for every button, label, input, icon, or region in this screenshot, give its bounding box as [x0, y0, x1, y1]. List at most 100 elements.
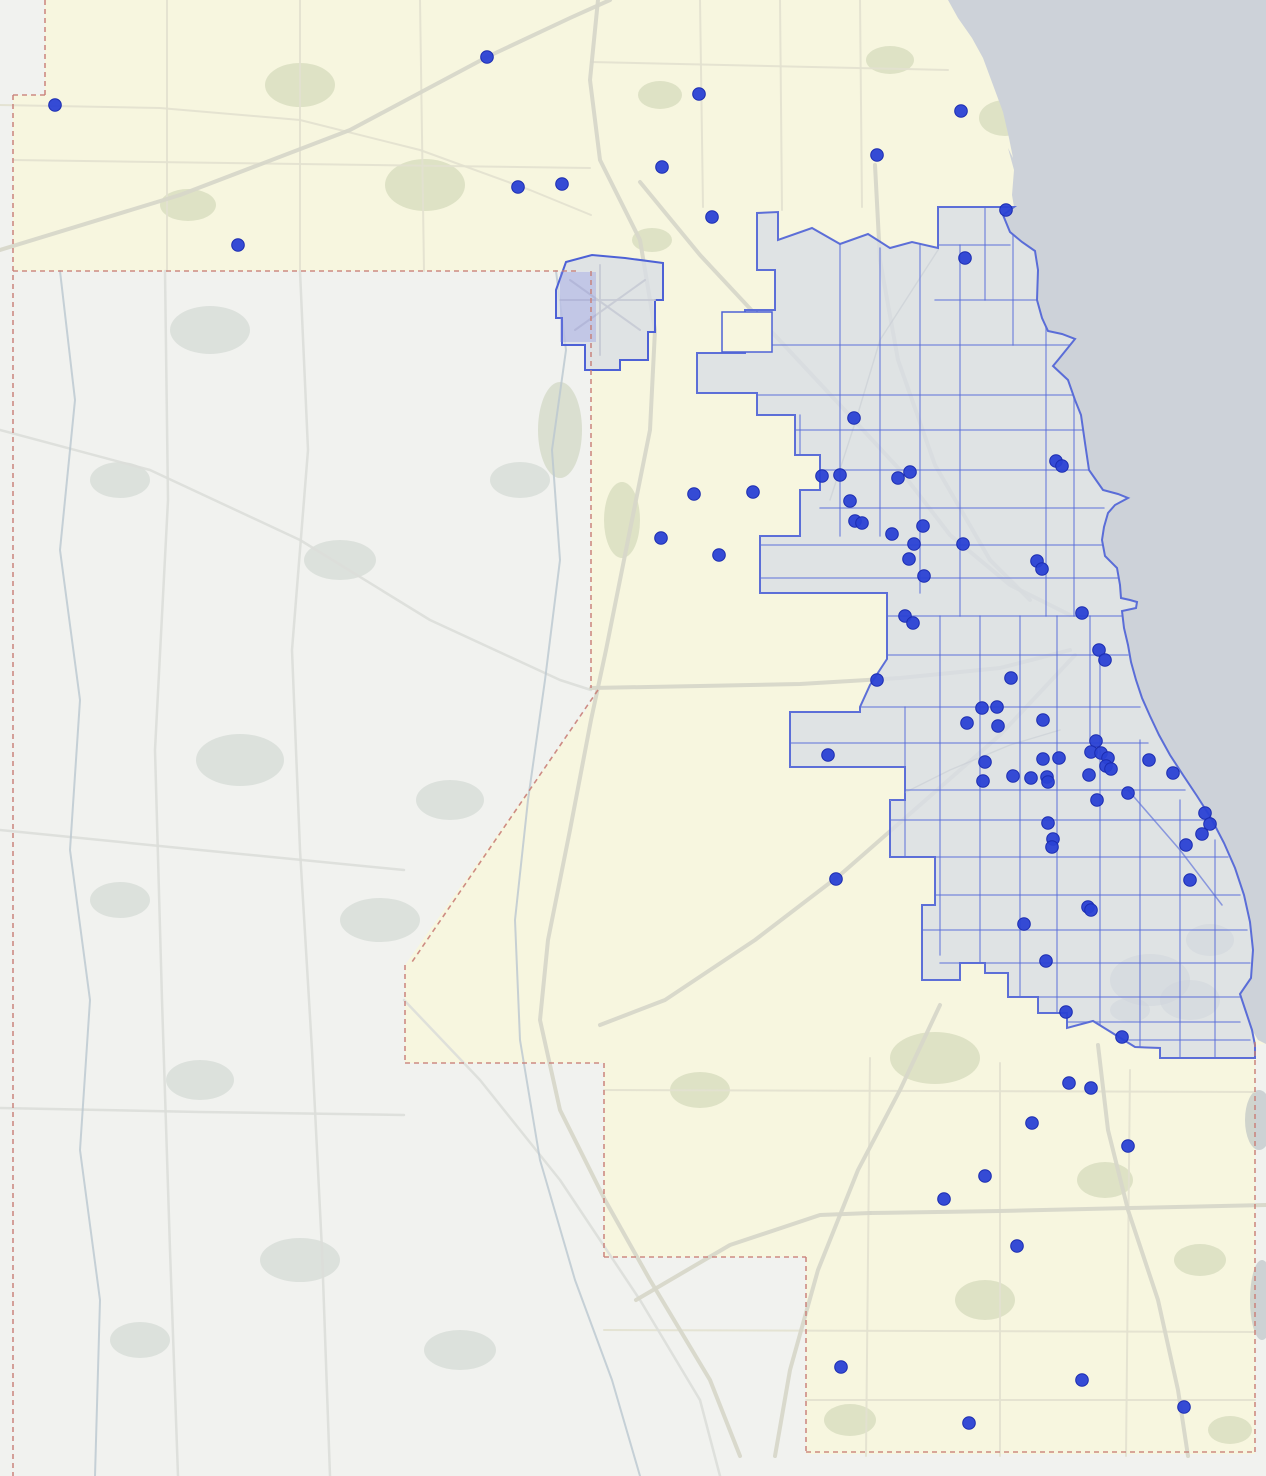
marker-dot[interactable]: [891, 471, 905, 485]
marker-dot[interactable]: [954, 104, 968, 118]
marker-dot[interactable]: [1010, 1239, 1024, 1253]
marker-dot[interactable]: [870, 673, 884, 687]
marker-dot[interactable]: [1036, 713, 1050, 727]
marker-dot[interactable]: [885, 527, 899, 541]
marker-dot[interactable]: [1195, 827, 1209, 841]
marker-dot[interactable]: [1084, 903, 1098, 917]
marker-dot[interactable]: [870, 148, 884, 162]
road-line: [868, 1203, 1266, 1215]
marker-dot[interactable]: [692, 87, 706, 101]
terrain-patches: [90, 46, 1266, 1444]
marker-dot[interactable]: [990, 700, 1004, 714]
built-patch: [110, 1322, 170, 1358]
marker-dot[interactable]: [843, 494, 857, 508]
boundary-dash: [411, 689, 599, 963]
marker-dot[interactable]: [903, 465, 917, 479]
marker-dot[interactable]: [1092, 643, 1106, 657]
marker-dot[interactable]: [231, 238, 245, 252]
marker-dot[interactable]: [654, 531, 668, 545]
marker-dot[interactable]: [48, 98, 62, 112]
marker-dot[interactable]: [1183, 873, 1197, 887]
marker-dot[interactable]: [1104, 762, 1118, 776]
marker-dot[interactable]: [1098, 653, 1112, 667]
road-line: [514, 270, 641, 1476]
forest-patch: [638, 81, 682, 109]
marker-dot[interactable]: [555, 177, 569, 191]
marker-dot[interactable]: [1089, 734, 1103, 748]
marker-dot[interactable]: [511, 180, 525, 194]
marker-dot[interactable]: [1177, 1400, 1191, 1414]
marker-dot[interactable]: [906, 616, 920, 630]
marker-dot[interactable]: [902, 552, 916, 566]
marker-dot[interactable]: [1142, 753, 1156, 767]
marker-dot[interactable]: [1024, 771, 1038, 785]
marker-dot[interactable]: [1055, 459, 1069, 473]
marker-dot[interactable]: [917, 569, 931, 583]
marker-dot[interactable]: [1041, 775, 1055, 789]
road-line: [569, 279, 641, 331]
marker-dot[interactable]: [999, 203, 1013, 217]
marker-dot[interactable]: [962, 1416, 976, 1430]
marker-dot[interactable]: [712, 548, 726, 562]
marker-dot[interactable]: [1084, 1081, 1098, 1095]
marker-dot[interactable]: [1198, 806, 1212, 820]
marker-dot[interactable]: [705, 210, 719, 224]
marker-dot[interactable]: [833, 468, 847, 482]
marker-dot[interactable]: [821, 748, 835, 762]
marker-dot[interactable]: [1059, 1005, 1073, 1019]
marker-dot[interactable]: [976, 774, 990, 788]
marker-dot[interactable]: [960, 716, 974, 730]
marker-dot[interactable]: [1045, 840, 1059, 854]
marker-dot[interactable]: [687, 487, 701, 501]
marker-dot[interactable]: [1035, 562, 1049, 576]
marker-dot[interactable]: [1075, 606, 1089, 620]
road-line: [699, 0, 704, 208]
marker-dot[interactable]: [480, 50, 494, 64]
marker-dot[interactable]: [1082, 768, 1096, 782]
marker-dot[interactable]: [978, 1169, 992, 1183]
marker-dot[interactable]: [847, 411, 861, 425]
road-line: [12, 159, 591, 169]
marker-dot[interactable]: [1062, 1076, 1076, 1090]
marker-dot[interactable]: [975, 701, 989, 715]
built-patch: [196, 734, 284, 786]
marker-dot[interactable]: [1006, 769, 1020, 783]
built-patch: [90, 882, 150, 918]
marker-dot[interactable]: [1004, 671, 1018, 685]
marker-dot[interactable]: [937, 1192, 951, 1206]
marker-dot[interactable]: [1179, 838, 1193, 852]
road-line: [590, 61, 949, 71]
marker-dot[interactable]: [815, 469, 829, 483]
marker-dot[interactable]: [958, 251, 972, 265]
marker-dot[interactable]: [829, 872, 843, 886]
marker-dot[interactable]: [855, 516, 869, 530]
marker-dot[interactable]: [1121, 1139, 1135, 1153]
marker-dot[interactable]: [746, 485, 760, 499]
marker-dot[interactable]: [991, 719, 1005, 733]
marker-dot[interactable]: [1203, 817, 1217, 831]
marker-dot[interactable]: [907, 537, 921, 551]
marker-dot[interactable]: [1036, 752, 1050, 766]
marker-dot[interactable]: [1017, 917, 1031, 931]
marker-dot[interactable]: [1115, 1030, 1129, 1044]
suburb-enclave: [721, 311, 773, 353]
marker-dot[interactable]: [1025, 1116, 1039, 1130]
road-line: [634, 1211, 872, 1302]
built-patch: [490, 462, 550, 498]
marker-dot[interactable]: [1166, 766, 1180, 780]
marker-dot[interactable]: [978, 755, 992, 769]
marker-dot[interactable]: [1039, 954, 1053, 968]
marker-dot[interactable]: [916, 519, 930, 533]
forest-patch: [866, 46, 914, 74]
marker-dot[interactable]: [1075, 1373, 1089, 1387]
marker-dot[interactable]: [834, 1360, 848, 1374]
marker-dot[interactable]: [1041, 816, 1055, 830]
marker-dot[interactable]: [1121, 786, 1135, 800]
marker-dot[interactable]: [1052, 751, 1066, 765]
road-line: [1125, 1069, 1131, 1457]
marker-dot[interactable]: [956, 537, 970, 551]
marker-dot[interactable]: [1090, 793, 1104, 807]
marker-dot[interactable]: [655, 160, 669, 174]
